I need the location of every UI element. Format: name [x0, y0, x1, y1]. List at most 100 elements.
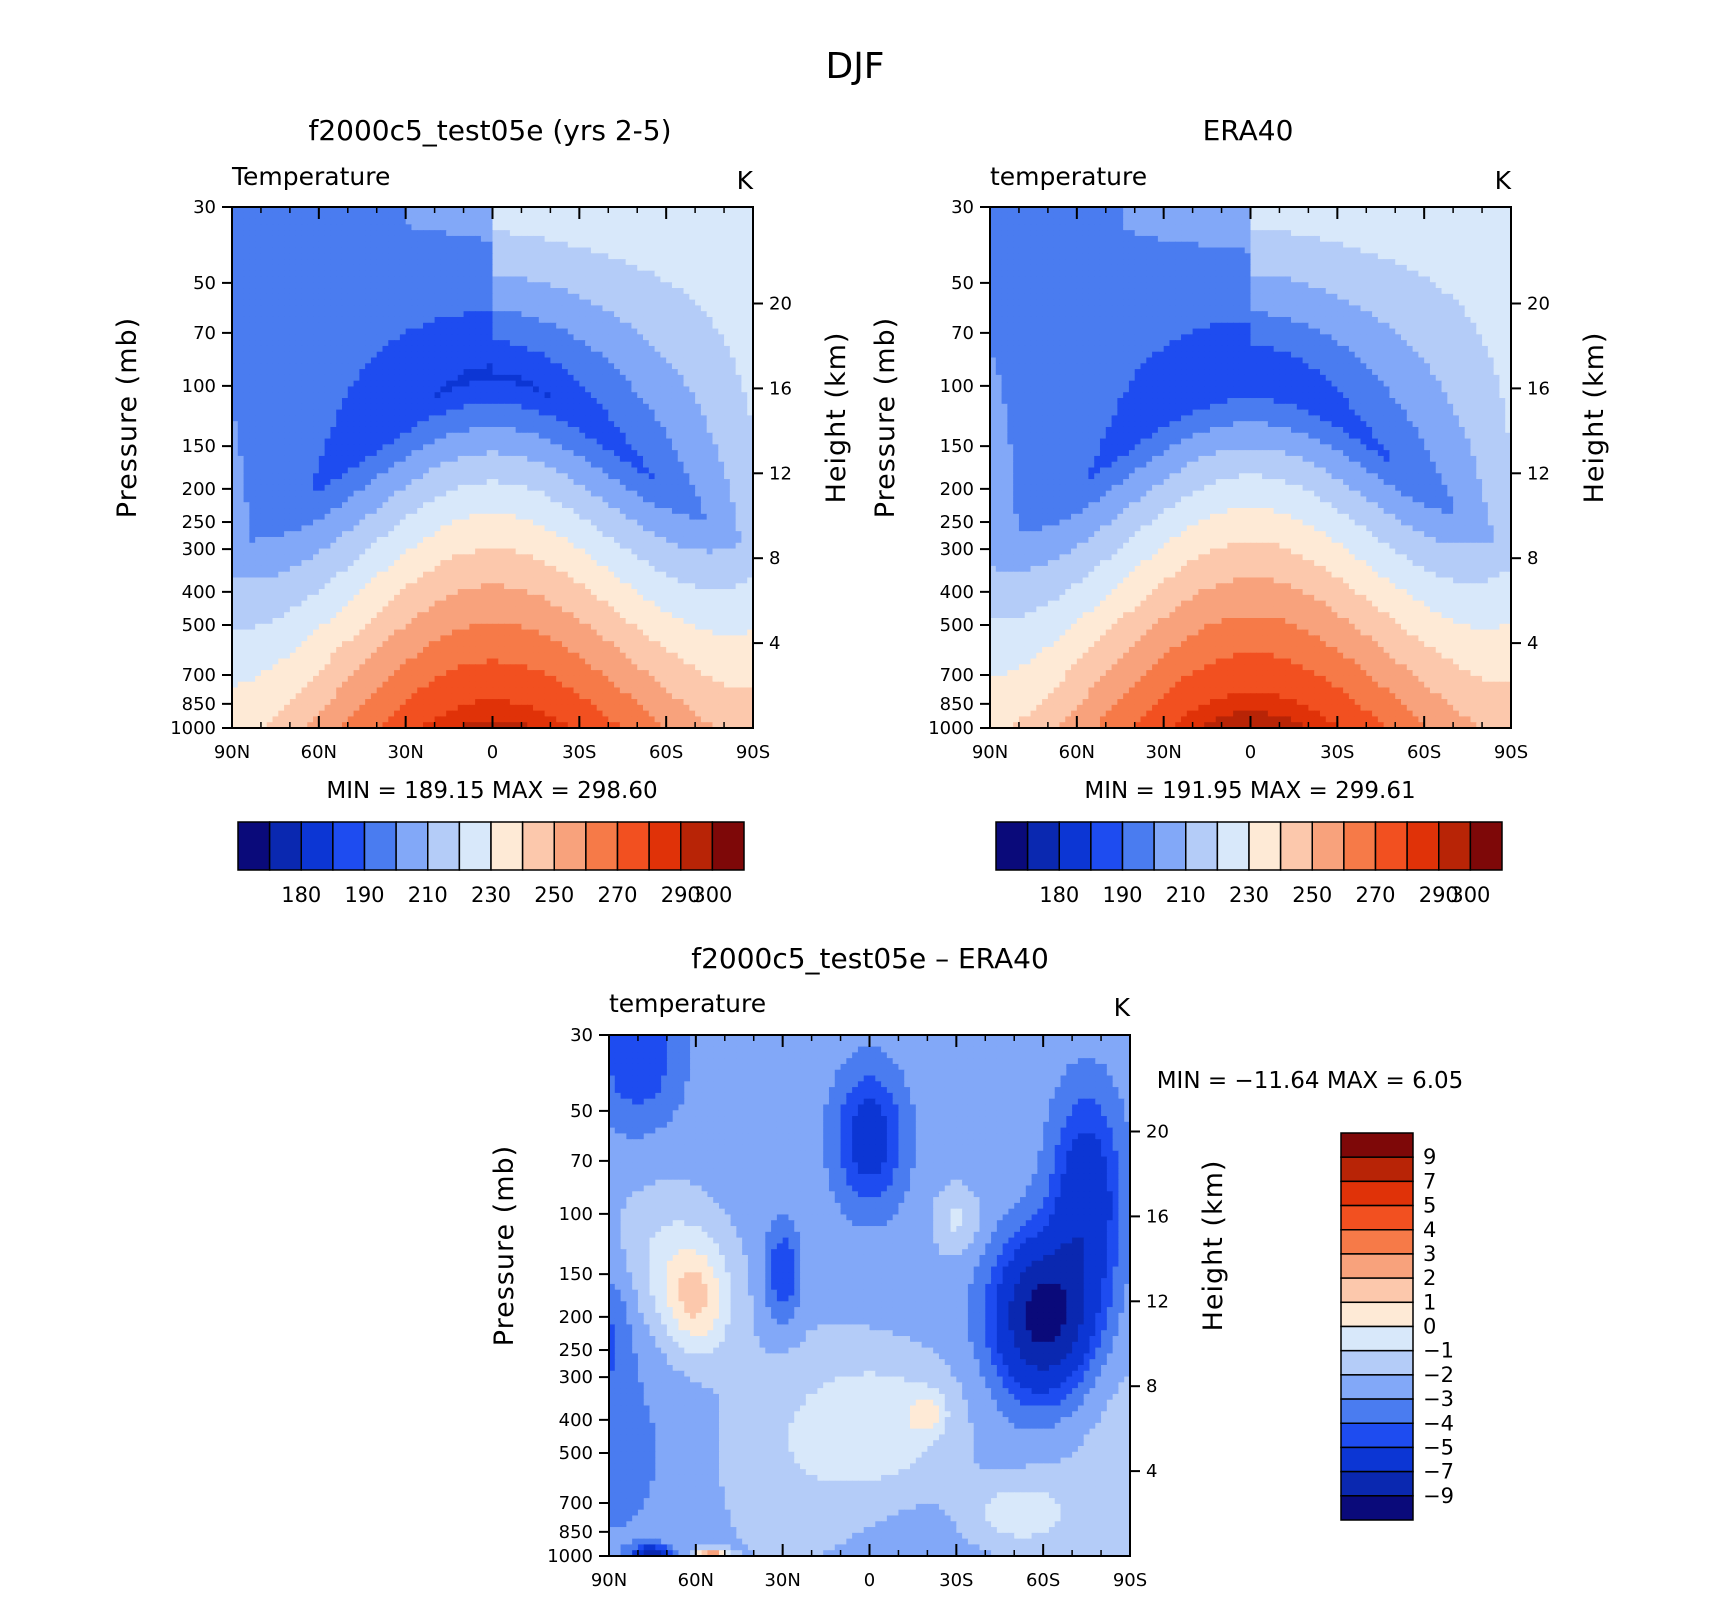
field-cell [626, 219, 632, 225]
field-cell [579, 224, 585, 230]
field-cell [278, 508, 284, 514]
field-cell [695, 415, 701, 421]
field-cell [296, 444, 302, 450]
field-cell [487, 381, 493, 387]
field-cell [562, 352, 568, 358]
field-cell [493, 329, 499, 335]
field-cell [643, 479, 649, 485]
field-cell [440, 415, 446, 421]
field-cell [365, 415, 371, 421]
field-cell [458, 305, 464, 311]
field-cell [284, 433, 290, 439]
field-cell [429, 294, 435, 300]
field-cell [377, 514, 383, 520]
field-cell [249, 334, 255, 340]
field-cell [533, 427, 539, 433]
field-cell [440, 450, 446, 456]
field-cell [614, 381, 620, 387]
field-cell [481, 224, 487, 230]
field-cell [238, 421, 244, 427]
field-cell [388, 404, 394, 410]
field-cell [672, 473, 678, 479]
field-cell [695, 230, 701, 236]
field-cell [608, 421, 614, 427]
field-cell [493, 294, 499, 300]
field-cell [290, 392, 296, 398]
field-cell [741, 502, 747, 508]
field-cell [481, 520, 487, 526]
field-cell [464, 363, 470, 369]
field-cell [562, 242, 568, 248]
field-cell [649, 271, 655, 277]
field-cell [284, 404, 290, 410]
field-cell [597, 456, 603, 462]
field-cell [319, 375, 325, 381]
field-cell [400, 433, 406, 439]
field-cell [718, 410, 724, 416]
field-cell [533, 433, 539, 439]
field-cell [388, 288, 394, 294]
field-cell [244, 508, 250, 514]
field-cell [464, 236, 470, 242]
field-cell [712, 369, 718, 375]
field-cell [516, 496, 522, 502]
field-cell [718, 224, 724, 230]
field-cell [655, 253, 661, 259]
field-cell [342, 427, 348, 433]
field-cell [597, 276, 603, 282]
field-cell [736, 404, 742, 410]
field-cell [301, 213, 307, 219]
field-cell [620, 386, 626, 392]
field-cell [562, 473, 568, 479]
field-cell [602, 410, 608, 416]
field-cell [284, 253, 290, 259]
field-cell [672, 352, 678, 358]
field-cell [435, 265, 441, 271]
field-cell [695, 340, 701, 346]
field-cell [545, 433, 551, 439]
field-cell [406, 358, 412, 364]
field-cell [487, 311, 493, 317]
field-cell [684, 450, 690, 456]
field-cell [377, 456, 383, 462]
field-cell [643, 502, 649, 508]
field-cell [313, 525, 319, 531]
field-cell [469, 276, 475, 282]
field-cell [417, 248, 423, 254]
field-cell [435, 514, 441, 520]
field-cell [458, 415, 464, 421]
field-cell [579, 219, 585, 225]
field-cell [336, 346, 342, 352]
field-cell [267, 479, 273, 485]
field-cell [678, 433, 684, 439]
field-cell [631, 381, 637, 387]
field-cell [707, 358, 713, 364]
field-cell [423, 259, 429, 265]
field-cell [649, 415, 655, 421]
field-cell [261, 392, 267, 398]
field-cell [411, 230, 417, 236]
field-cell [417, 392, 423, 398]
field-cell [475, 334, 481, 340]
field-cell [712, 282, 718, 288]
field-cell [678, 468, 684, 474]
field-cell [516, 514, 522, 520]
field-cell [325, 381, 331, 387]
field-cell [521, 491, 527, 497]
field-cell [273, 219, 279, 225]
field-cell [273, 369, 279, 375]
field-cell [417, 433, 423, 439]
field-cell [255, 450, 261, 456]
field-cell [359, 404, 365, 410]
field-cell [273, 444, 279, 450]
field-cell [712, 392, 718, 398]
field-cell [689, 253, 695, 259]
field-cell [730, 456, 736, 462]
field-cell [255, 329, 261, 335]
field-cell [342, 276, 348, 282]
field-cell [591, 305, 597, 311]
field-cell [637, 421, 643, 427]
field-cell [313, 363, 319, 369]
field-cell [342, 479, 348, 485]
field-cell [684, 491, 690, 497]
